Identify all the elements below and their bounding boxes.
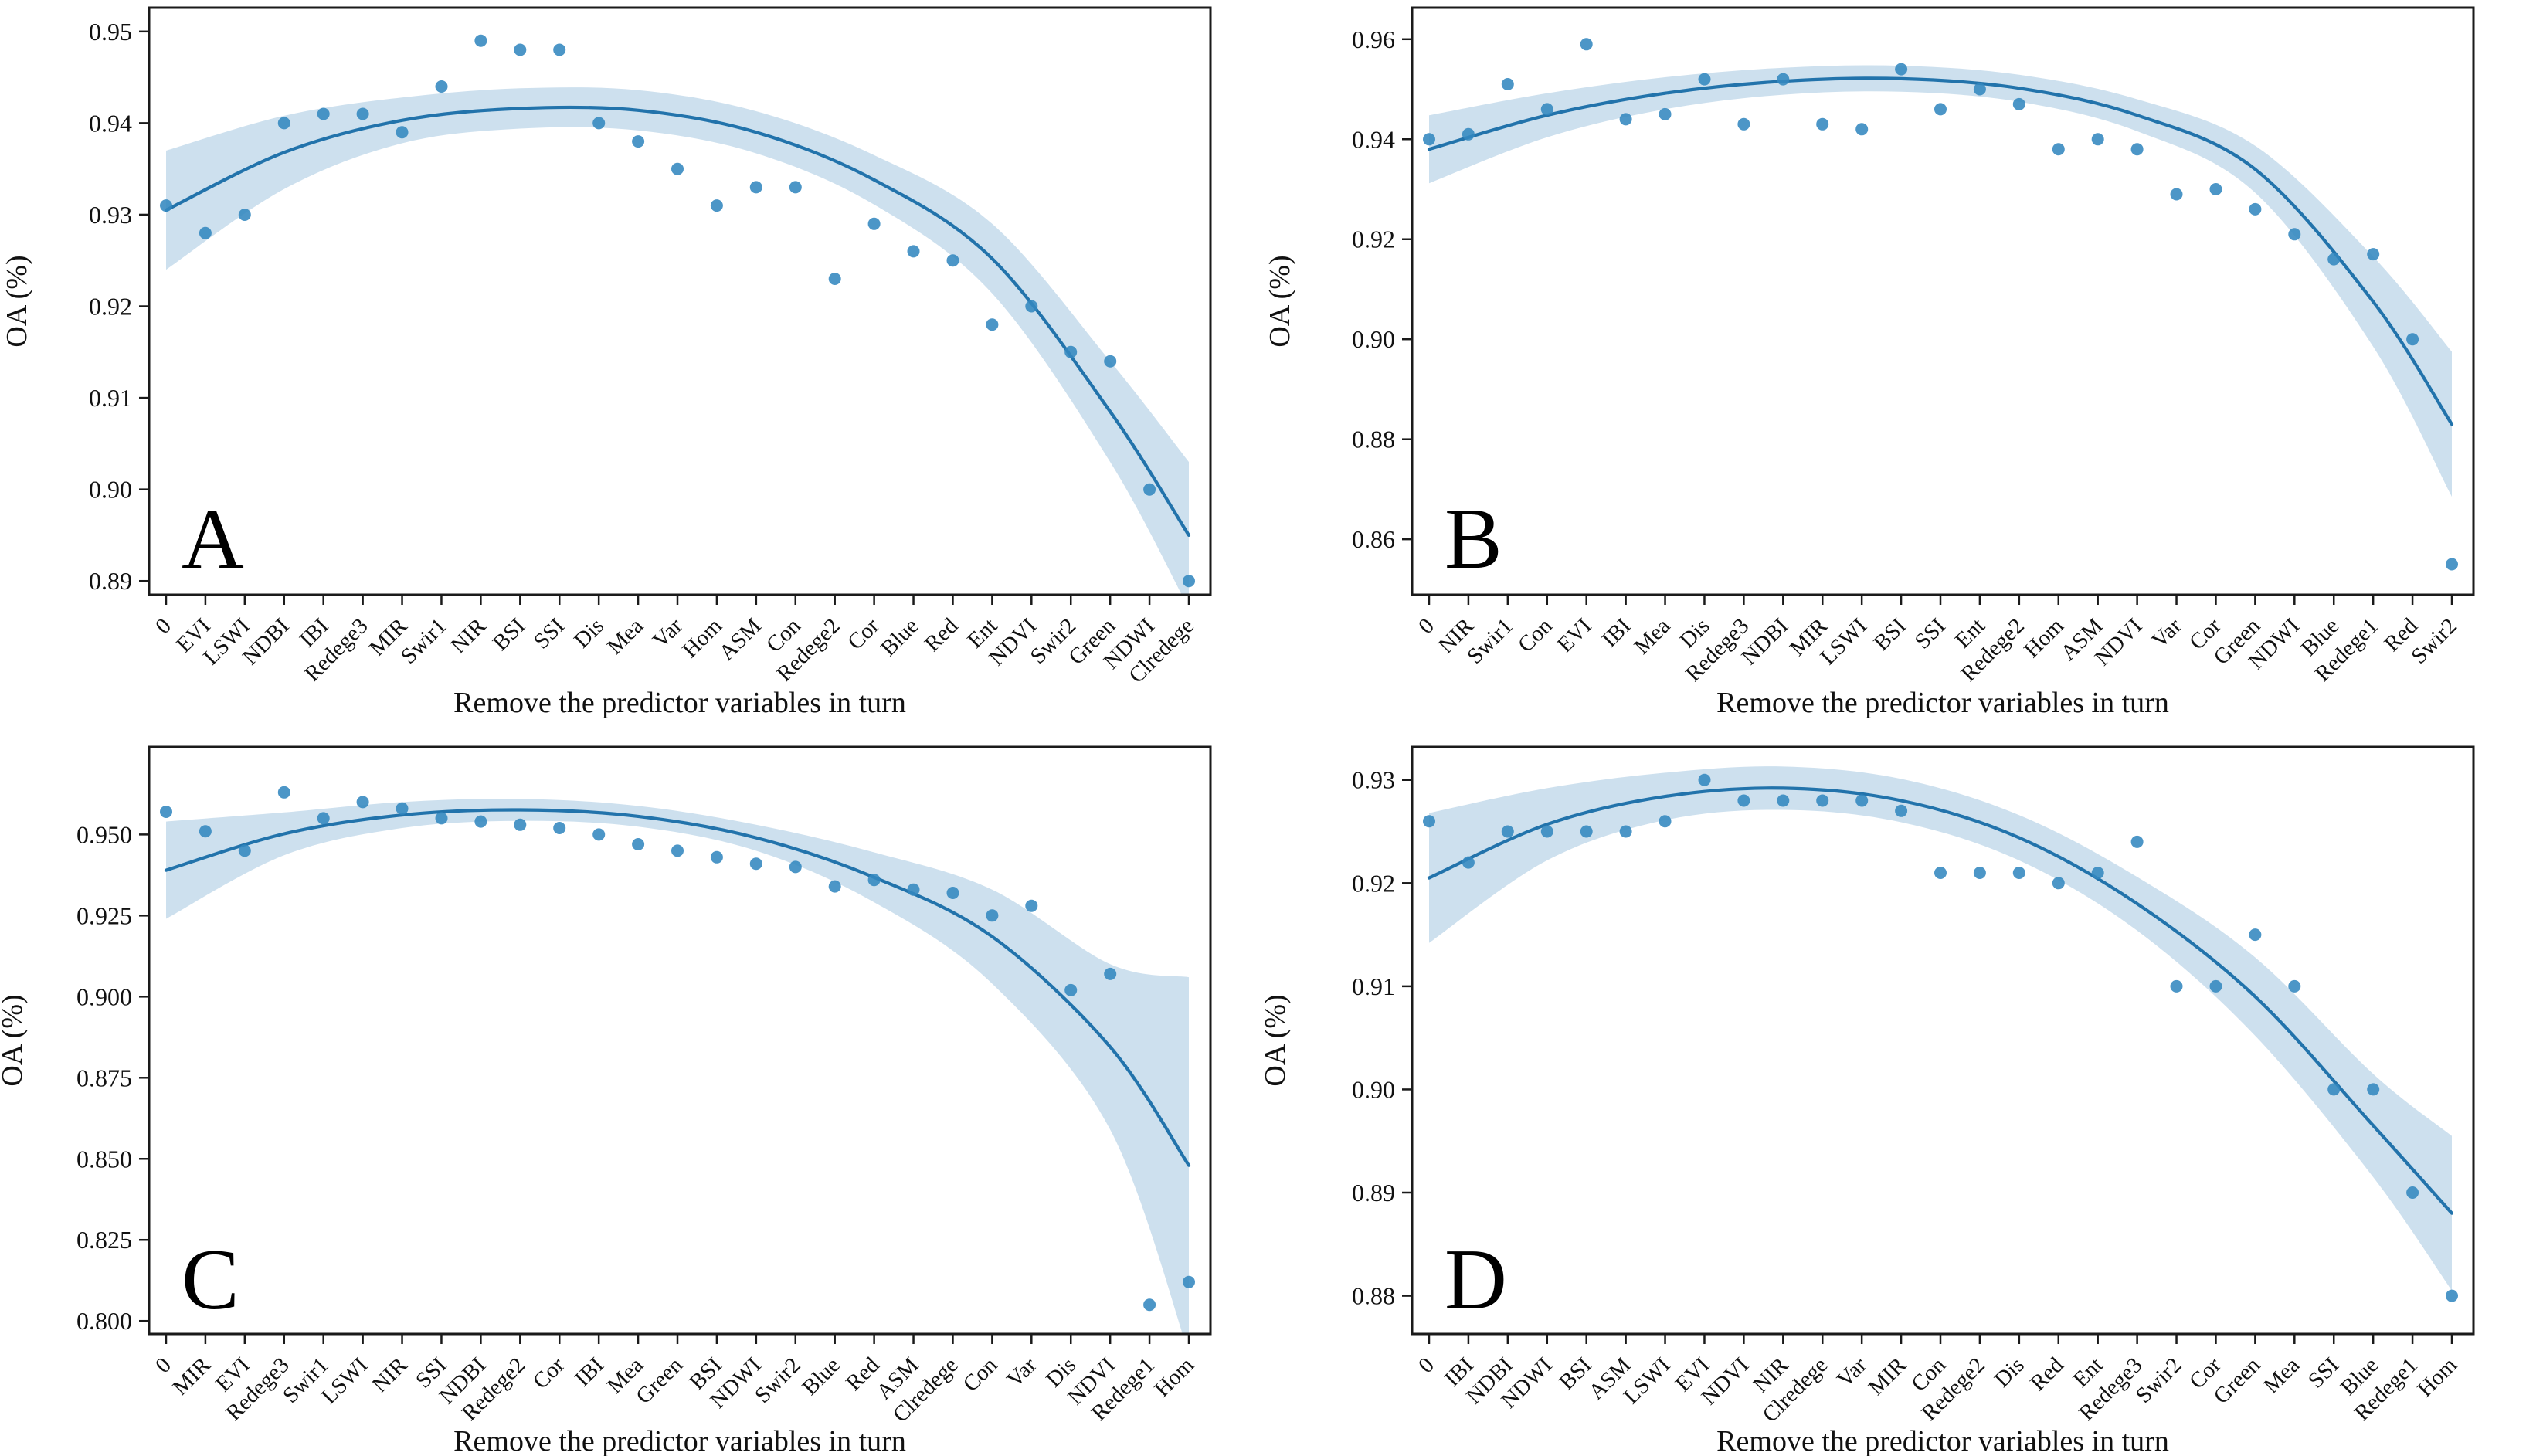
svg-text:0.900: 0.900: [76, 983, 132, 1010]
svg-text:0.95: 0.95: [89, 18, 132, 46]
svg-text:OA (%): OA (%): [1264, 255, 1296, 347]
svg-text:OA (%): OA (%): [1, 255, 33, 347]
svg-text:0.925: 0.925: [76, 901, 132, 929]
svg-text:Var: Var: [1832, 1352, 1872, 1392]
svg-text:NIR: NIR: [368, 1352, 413, 1397]
svg-text:Cor: Cor: [843, 613, 884, 655]
panel-c-chart: 0.9500.9250.9000.8750.8500.8250.8000MIRE…: [0, 745, 1212, 1456]
svg-text:0.88: 0.88: [1352, 1282, 1395, 1310]
svg-text:0: 0: [1414, 1352, 1439, 1378]
svg-text:Hom: Hom: [2019, 613, 2069, 663]
svg-text:B: B: [1445, 491, 1502, 587]
svg-text:BSI: BSI: [488, 613, 531, 656]
svg-text:Hom: Hom: [1149, 1352, 1199, 1402]
svg-text:0.86: 0.86: [1352, 525, 1395, 553]
svg-text:SSI: SSI: [1910, 613, 1951, 653]
svg-text:Remove the predictor variables: Remove the predictor variables in turn: [1716, 1425, 2169, 1456]
svg-text:0.92: 0.92: [1352, 226, 1395, 253]
svg-text:0.950: 0.950: [76, 820, 132, 848]
svg-text:Var: Var: [2147, 613, 2186, 653]
panel-c: 0.950 0.925 0.900 0.875 0.850 0.825 0.800 0 MIR E…: [0, 728, 1263, 1456]
svg-text:Green: Green: [2209, 1352, 2266, 1409]
svg-text:0.875: 0.875: [76, 1064, 132, 1091]
svg-text:ASM: ASM: [715, 613, 766, 665]
svg-text:Mea: Mea: [1629, 613, 1675, 659]
svg-text:Green: Green: [631, 1352, 688, 1409]
svg-text:0.94: 0.94: [89, 109, 132, 137]
svg-text:NDBI: NDBI: [1737, 613, 1794, 670]
svg-text:Red: Red: [920, 613, 963, 657]
svg-text:0.90: 0.90: [1352, 325, 1395, 353]
svg-text:Remove the predictor variables: Remove the predictor variables in turn: [1716, 687, 2169, 719]
svg-text:0: 0: [151, 1352, 176, 1378]
svg-text:0.93: 0.93: [89, 201, 132, 229]
panel-b: 0.96 0.94 0.92 0.90 0.88 0.86 0 NIR Swir1 Con EVI I…: [1263, 0, 2526, 728]
svg-text:Swir1: Swir1: [396, 613, 452, 669]
svg-text:NIR: NIR: [446, 613, 491, 658]
svg-text:Var: Var: [1002, 1352, 1041, 1392]
svg-text:Remove the predictor variables: Remove the predictor variables in turn: [453, 1425, 906, 1456]
svg-text:OA (%): OA (%): [0, 994, 29, 1086]
svg-text:Con: Con: [959, 1352, 1003, 1397]
svg-text:IBI: IBI: [570, 1352, 609, 1391]
svg-text:Blue: Blue: [876, 613, 923, 660]
svg-text:0: 0: [1414, 613, 1439, 639]
svg-text:Red: Red: [2025, 1352, 2069, 1396]
svg-text:Swir2: Swir2: [2131, 1352, 2187, 1408]
svg-text:0.825: 0.825: [76, 1226, 132, 1254]
svg-text:Blue: Blue: [797, 1352, 844, 1400]
svg-text:Con: Con: [1513, 613, 1557, 657]
svg-text:0.91: 0.91: [89, 384, 132, 412]
svg-text:Mea: Mea: [603, 613, 648, 659]
svg-text:BSI: BSI: [1869, 613, 1911, 656]
svg-text:OA (%): OA (%): [1263, 994, 1292, 1086]
svg-text:LSWI: LSWI: [1815, 613, 1872, 670]
svg-text:LSWI: LSWI: [1619, 1352, 1676, 1409]
svg-text:Cor: Cor: [528, 1352, 570, 1394]
svg-text:0.92: 0.92: [89, 293, 132, 321]
svg-text:MIR: MIR: [168, 1352, 216, 1400]
svg-text:Hom: Hom: [677, 613, 727, 663]
svg-text:A: A: [182, 491, 244, 587]
svg-text:Swir2: Swir2: [2406, 613, 2462, 669]
svg-text:Dis: Dis: [569, 613, 609, 653]
panel-d: 0.93 0.92 0.91 0.90 0.89 0.88 0 IBI NDBI NDWI BSI A…: [1263, 728, 2526, 1456]
svg-text:0.93: 0.93: [1352, 766, 1395, 794]
svg-text:0.88: 0.88: [1352, 426, 1395, 453]
svg-text:Dis: Dis: [1990, 1352, 2029, 1392]
svg-text:0.89: 0.89: [89, 567, 132, 595]
svg-text:0.92: 0.92: [1352, 869, 1395, 897]
svg-text:NDBI: NDBI: [238, 613, 294, 670]
panel-a: 0.95 0.94 0.93 0.92 0.91 0.90 0.89 0 EVI LSWI NDBI…: [0, 0, 1263, 728]
svg-text:0.800: 0.800: [76, 1307, 132, 1335]
svg-text:EVI: EVI: [1553, 613, 1597, 657]
svg-text:0.89: 0.89: [1352, 1179, 1395, 1207]
svg-text:0.96: 0.96: [1352, 25, 1395, 53]
svg-text:LSWI: LSWI: [317, 1352, 373, 1409]
svg-text:0.90: 0.90: [1352, 1075, 1395, 1103]
svg-text:SSI: SSI: [2304, 1352, 2344, 1393]
svg-text:D: D: [1445, 1232, 1507, 1328]
panel-d-chart: 0.930.920.910.900.890.880 IBINDBINDWIBSIA…: [1263, 745, 2475, 1456]
svg-text:0.850: 0.850: [76, 1145, 132, 1173]
svg-text:C: C: [182, 1232, 239, 1328]
svg-text:Hom: Hom: [2412, 1352, 2462, 1402]
svg-text:0.94: 0.94: [1352, 125, 1395, 153]
svg-text:0.90: 0.90: [89, 476, 132, 504]
svg-text:IBI: IBI: [1597, 613, 1636, 652]
svg-text:0.91: 0.91: [1352, 972, 1395, 1000]
svg-text:0: 0: [151, 613, 176, 639]
svg-text:Swir2: Swir2: [750, 1352, 806, 1408]
panel-a-chart: 0.950.940.930.920.910.900.890EVILSWINDBI…: [1, 6, 1212, 719]
svg-text:Remove the predictor variables: Remove the predictor variables in turn: [453, 687, 906, 719]
svg-text:Mea: Mea: [2259, 1352, 2304, 1398]
svg-text:MIR: MIR: [1864, 1352, 1912, 1400]
svg-text:Swir1: Swir1: [1462, 613, 1518, 669]
svg-text:SSI: SSI: [529, 613, 569, 653]
